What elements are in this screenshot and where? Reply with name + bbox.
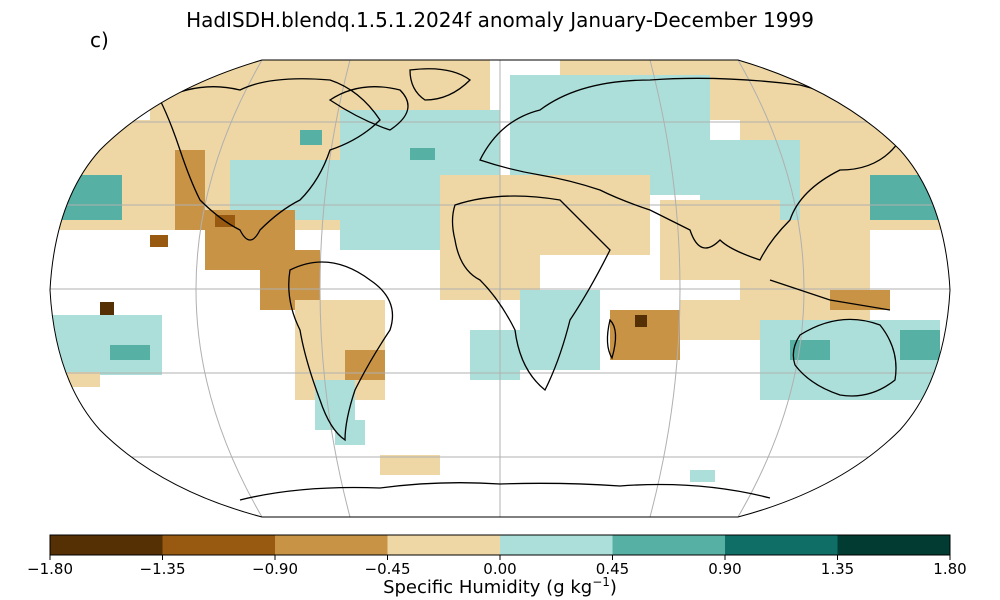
panel-label: c): [90, 28, 109, 52]
colorbar-label-close: ): [609, 577, 617, 598]
colorbar: −1.80 −1.35 −0.90 −0.45 0.00 0.45 0.90 1.35 1.80: [27, 534, 967, 578]
colorbar-segment: [50, 535, 163, 555]
colorbar-segment: [500, 535, 613, 555]
colorbar-ticks: −1.80 −1.35 −0.90 −0.45 0.00 0.45 0.90 1.35 1.80: [27, 555, 967, 578]
map-title: HadISDH.blendq.1.5.1.2024f anomaly Janua…: [186, 8, 814, 32]
coastlines: [159, 68, 901, 501]
colorbar-tick-label: −1.80: [27, 560, 73, 578]
colorbar-segment: [837, 535, 951, 555]
colorbar-tick-label: 1.35: [821, 560, 854, 578]
map-boundary: [49, 59, 951, 518]
colorbar-tick-label: 0.90: [708, 560, 741, 578]
anomaly-cells: [52, 60, 940, 482]
colorbar-tick-label: 0.00: [483, 560, 516, 578]
colorbar-tick-label: 0.45: [596, 560, 629, 578]
colorbar-label-text: Specific Humidity (g kg: [383, 577, 593, 598]
robinson-map: [49, 59, 951, 518]
colorbar-segment: [162, 535, 276, 555]
colorbar-tick-label: −0.90: [252, 560, 298, 578]
colorbar-tick-label: 1.80: [933, 560, 966, 578]
graticule: [50, 60, 950, 517]
colorbar-tick-label: −0.45: [365, 560, 411, 578]
colorbar-segment: [387, 535, 501, 555]
colorbar-label-exponent: −1: [592, 575, 610, 589]
colorbar-label: Specific Humidity (g kg−1): [0, 575, 1000, 598]
colorbar-segment: [612, 535, 726, 555]
colorbar-segment: [275, 535, 388, 555]
colorbar-segments: [50, 535, 951, 555]
colorbar-segment: [725, 535, 838, 555]
colorbar-tick-label: −1.35: [140, 560, 186, 578]
